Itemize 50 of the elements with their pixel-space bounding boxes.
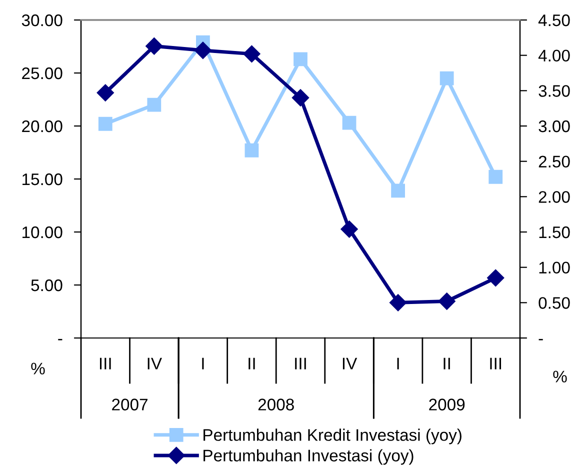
- y2-tick-label: 3.50: [538, 85, 570, 97]
- y2-axis-title: %: [553, 370, 567, 382]
- text: 2008: [258, 398, 294, 410]
- point: [391, 184, 405, 198]
- text: 2007: [112, 398, 148, 410]
- point: [147, 98, 162, 112]
- point: [342, 116, 356, 130]
- x-tick-label: IV: [148, 358, 162, 370]
- point: [292, 89, 310, 106]
- y-tick-label: 10.00: [22, 226, 62, 238]
- y2-tick-label: 2.00: [538, 191, 570, 203]
- legend-label: Pertumbuhan Investasi (yoy): [204, 449, 414, 465]
- point: [96, 84, 114, 102]
- x-tick-label: II: [444, 358, 450, 370]
- x-tick-label: IV: [342, 358, 358, 370]
- y2-tick-label: 1.00: [539, 262, 570, 274]
- y-tick-label: 30.00: [22, 14, 62, 26]
- y-tick-label: 20.00: [22, 120, 62, 132]
- y-tick-label: -: [58, 338, 62, 340]
- point: [390, 294, 407, 312]
- point: [487, 269, 504, 286]
- y2-tick-label: 0.50: [538, 297, 570, 309]
- point: [244, 143, 259, 158]
- x-tick-label: III: [295, 358, 306, 370]
- point: [146, 38, 163, 55]
- point: [488, 170, 503, 184]
- point: [438, 292, 456, 310]
- point: [243, 45, 260, 62]
- point: [194, 42, 212, 59]
- text: 2009: [429, 398, 465, 410]
- point: [340, 220, 358, 238]
- y2-tick-label: 1.50: [539, 226, 570, 238]
- x-tick-label: III: [100, 358, 111, 370]
- y2-tick-label: 2.50: [538, 156, 570, 168]
- legend-label: Pertumbuhan Kredit Investasi (yoy): [204, 428, 462, 444]
- y-tick-label: 25.00: [22, 67, 62, 80]
- y-axis-title: %: [31, 362, 45, 374]
- x-tick-label: II: [248, 358, 255, 370]
- y-tick-label: 5.00: [31, 279, 62, 292]
- x-tick-label: I: [202, 358, 204, 370]
- y2-tick-label: 3.00: [538, 120, 570, 132]
- y2-tick-label: -: [538, 338, 543, 340]
- point: [98, 116, 112, 131]
- x-tick-label: I: [397, 358, 399, 370]
- y-tick-label: 15.00: [22, 173, 62, 186]
- point: [440, 71, 454, 86]
- point: [294, 52, 308, 66]
- y2-tick-label: 4.00: [538, 50, 570, 62]
- y2-tick-label: 4.50: [538, 14, 570, 26]
- x-tick-label: III: [490, 358, 502, 370]
